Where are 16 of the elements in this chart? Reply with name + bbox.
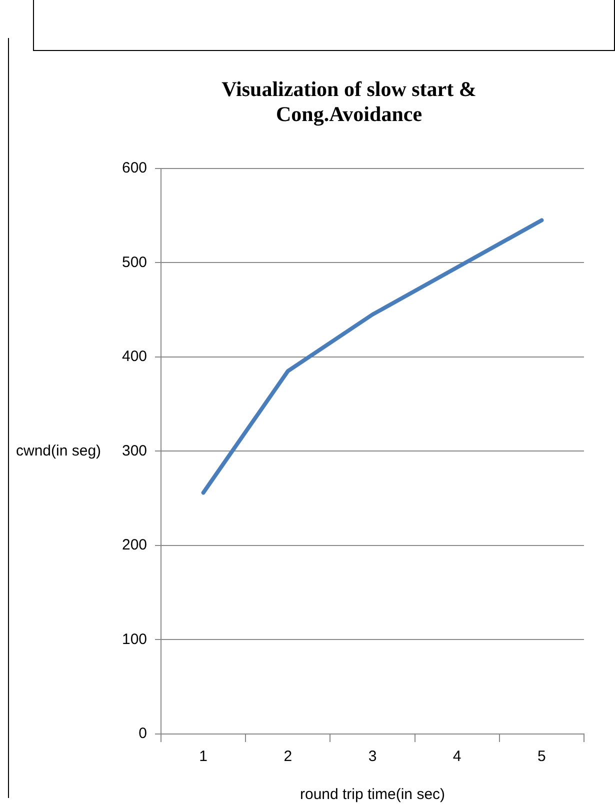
y-tick-label: 300 (122, 442, 148, 460)
y-tick-label: 100 (122, 630, 148, 648)
x-axis-title: round trip time(in sec) (300, 786, 446, 804)
text: Cong.Avoidance (276, 102, 422, 126)
y-axis-title: cwnd(in seg) (16, 442, 102, 460)
x-tick-label: 3 (368, 748, 377, 766)
text: Visualization of slow start & (222, 77, 476, 102)
y-tick-label: 200 (122, 536, 148, 554)
x-tick-label: 2 (284, 748, 292, 766)
y-tick-label: 400 (122, 348, 148, 366)
y-tick-label: 0 (138, 725, 148, 742)
y-tick-label: 500 (122, 254, 148, 271)
x-tick-label: 4 (452, 748, 462, 766)
y-tick-label: 600 (122, 160, 148, 177)
x-tick-label: 1 (199, 748, 208, 766)
x-tick-label: 5 (538, 748, 546, 766)
